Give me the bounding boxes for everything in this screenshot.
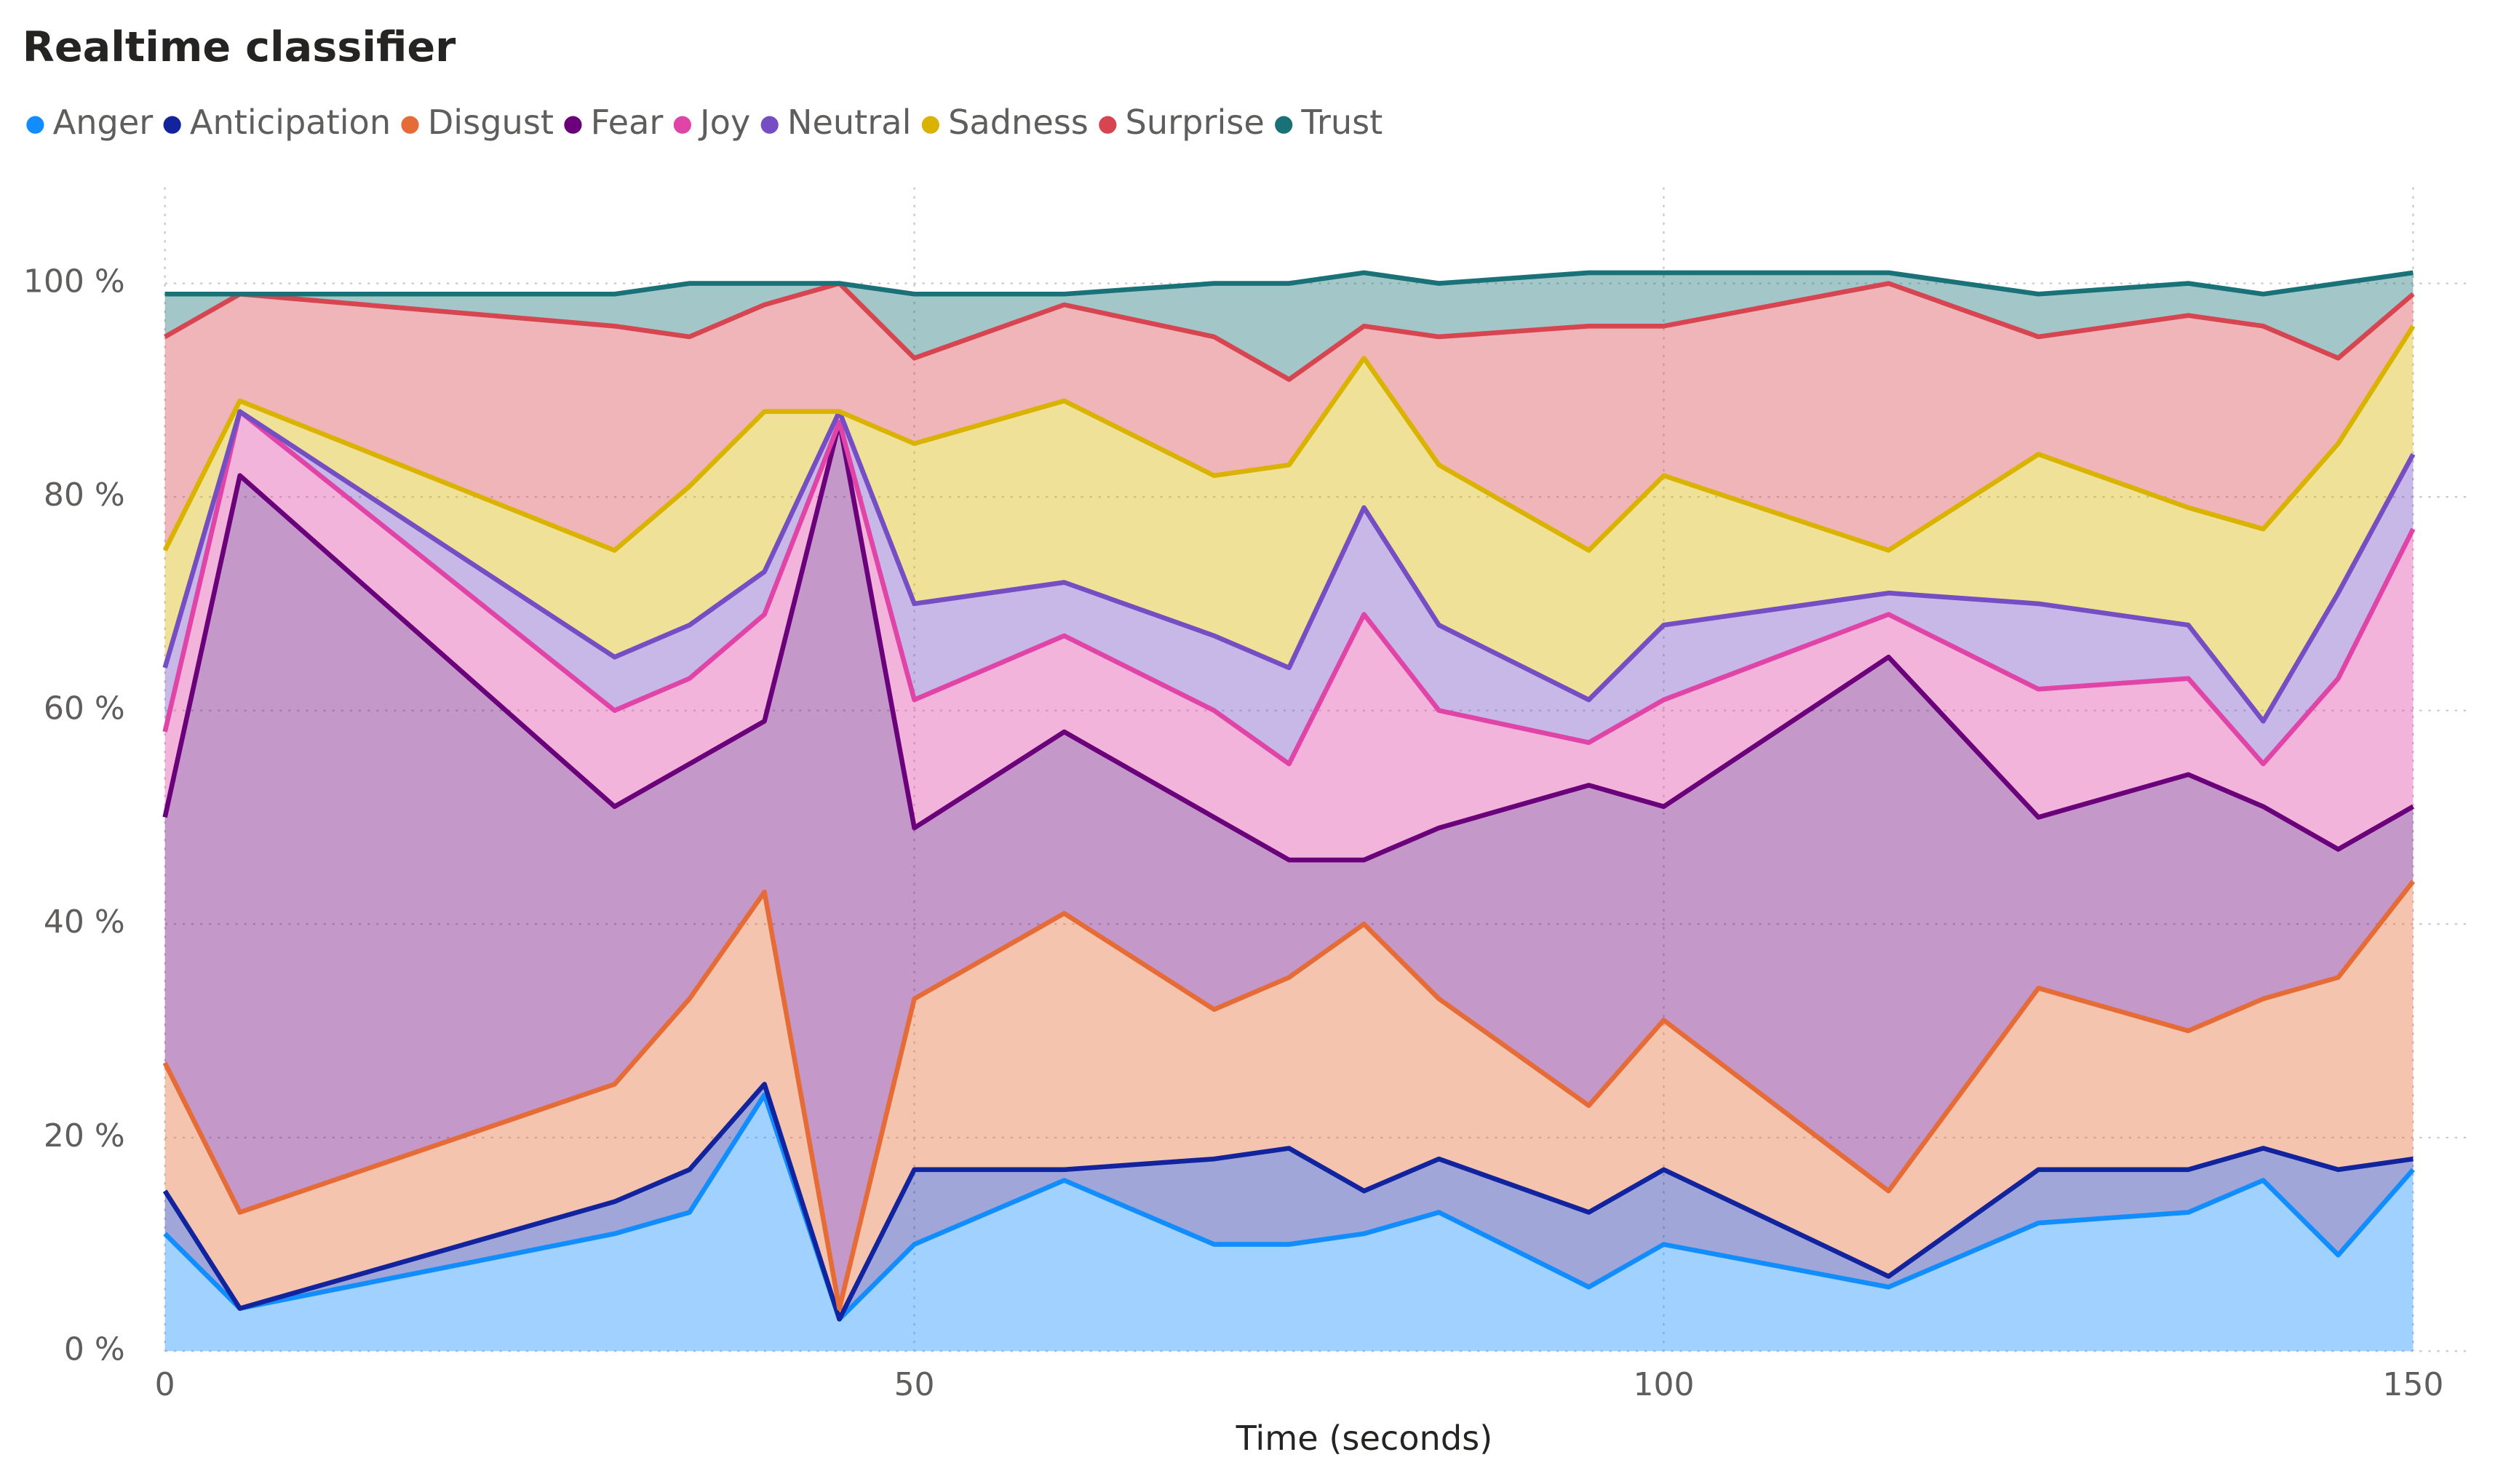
legend-marker xyxy=(1099,116,1117,134)
x-axis-label: Time (seconds) xyxy=(1236,1419,1493,1458)
y-tick-label: 20 % xyxy=(44,1117,125,1154)
area-fill xyxy=(164,881,2414,1320)
y-tick-label: 40 % xyxy=(44,903,125,941)
area-fill xyxy=(164,411,2414,861)
legend-marker xyxy=(1275,116,1293,134)
x-tick-label: 50 xyxy=(894,1366,935,1403)
x-tick-label: 150 xyxy=(2382,1366,2443,1403)
area-fill xyxy=(164,283,2414,551)
legend-marker xyxy=(401,116,419,134)
legend-marker xyxy=(760,116,779,134)
legend: Anger Anticipation Disgust Fear Joy Neutral Sa… xyxy=(26,103,1383,142)
legend-marker xyxy=(673,116,691,134)
chart-title: Realtime classifier xyxy=(23,23,456,71)
x-tick-label: 100 xyxy=(1633,1366,1694,1403)
legend-label: Sadness xyxy=(948,103,1089,142)
series-line xyxy=(163,1092,2415,1322)
legend-marker xyxy=(26,116,44,134)
legend-marker xyxy=(921,116,939,134)
series-line xyxy=(162,409,2416,724)
area-fill xyxy=(164,422,2414,1309)
legend-label: Neutral xyxy=(787,103,912,142)
area-fill xyxy=(164,411,2414,765)
y-tick-label: 60 % xyxy=(44,690,125,727)
areas xyxy=(164,272,2414,1352)
area-fill xyxy=(164,272,2414,380)
series-line xyxy=(162,409,2416,767)
series-line xyxy=(162,324,2416,553)
legend-label: Joy xyxy=(698,103,750,142)
x-tick-label: 0 xyxy=(155,1366,175,1403)
y-tick-label: 100 % xyxy=(23,263,125,300)
series-line xyxy=(162,1082,2414,1322)
series-line xyxy=(162,420,2414,863)
series-line xyxy=(162,879,2415,1311)
series-line xyxy=(164,281,2415,382)
y-tick-label: 0 % xyxy=(64,1331,125,1368)
legend-label: Trust xyxy=(1300,103,1383,142)
legend-label: Surprise xyxy=(1126,103,1265,142)
legend-label: Fear xyxy=(591,103,664,142)
legend-marker xyxy=(163,116,181,134)
lines xyxy=(162,270,2416,1322)
area-fill xyxy=(164,326,2414,722)
legend-label: Anger xyxy=(53,103,154,142)
series-line xyxy=(164,270,2414,297)
legend-label: Anticipation xyxy=(190,103,391,142)
legend-marker xyxy=(564,116,582,134)
area-fill xyxy=(164,1095,2414,1352)
legend-label: Disgust xyxy=(428,103,554,142)
y-tick-label: 80 % xyxy=(44,476,125,514)
grid: 0 % 20 % 40 % 60 % 80 % 100 % 0 50 100 150 xyxy=(23,187,2470,1403)
